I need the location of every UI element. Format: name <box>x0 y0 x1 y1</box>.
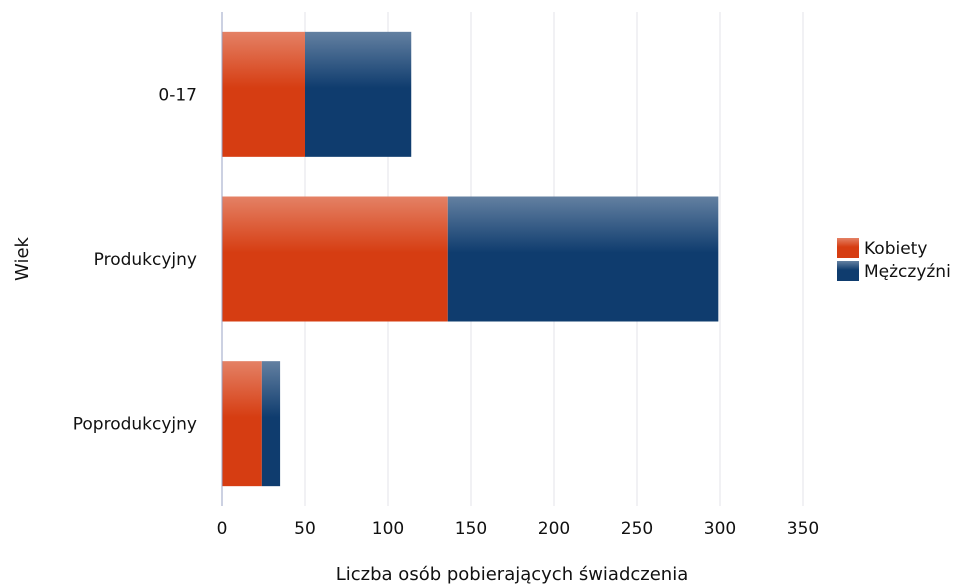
y-category-label: 0-17 <box>158 85 197 105</box>
y-category-label: Poprodukcyjny <box>73 415 197 435</box>
x-tick-label: 350 <box>787 519 819 539</box>
bar-kobiety-1 <box>222 196 448 322</box>
bar-m-czy-ni-1 <box>447 196 719 322</box>
x-tick-label: 250 <box>621 519 653 539</box>
bar-m-czy-ni-0 <box>305 31 412 157</box>
bars <box>222 31 719 487</box>
x-tick-label: 100 <box>372 519 404 539</box>
bar-kobiety-0 <box>222 31 305 157</box>
x-tick-label: 50 <box>294 519 316 539</box>
legend-label: Kobiety <box>864 239 927 259</box>
x-axis-title: Liczba osób pobierających świadczenia <box>336 564 689 585</box>
x-tick-label: 150 <box>455 519 487 539</box>
x-tick-label: 0 <box>217 519 228 539</box>
legend: Kobiety Mężczyźni <box>837 238 951 282</box>
legend-swatch <box>837 261 859 281</box>
labels: 0 50 100 150 200 250 300 350 0-17 Produkcyjny Popr… <box>12 85 819 585</box>
y-axis-title: Wiek <box>12 236 33 280</box>
x-tick-label: 200 <box>538 519 570 539</box>
legend-swatch <box>837 238 859 258</box>
legend-label: Mężczyźni <box>864 262 951 282</box>
x-tick-label: 300 <box>704 519 736 539</box>
y-category-label: Produkcyjny <box>94 250 197 270</box>
bar-kobiety-2 <box>222 361 262 487</box>
bar-m-czy-ni-2 <box>261 361 281 487</box>
